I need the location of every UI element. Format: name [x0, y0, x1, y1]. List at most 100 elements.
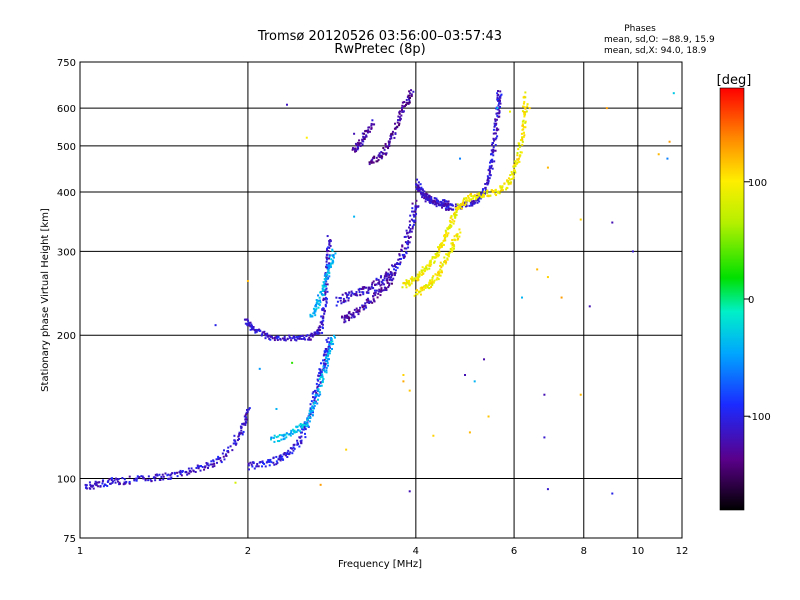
echo-point-E	[94, 480, 97, 483]
echo-point-E-upper2	[309, 416, 312, 419]
echo-point-F2x	[478, 193, 481, 196]
echo-point-F1a	[261, 331, 264, 334]
plot-frame	[79, 61, 683, 539]
echo-point-F2x-low	[451, 238, 454, 241]
echo-point-E	[226, 450, 229, 453]
echo-point-F2x	[448, 219, 451, 222]
y-axis-ticks: 75 100 200 300 400 500 600 750	[57, 58, 76, 545]
echo-point-F1b-low	[358, 309, 361, 312]
echo-point-E-upper2	[321, 380, 324, 383]
echo-point-F2-upper	[383, 148, 386, 151]
echo-point-E	[116, 478, 119, 481]
echo-point-F2x	[523, 134, 526, 137]
echo-point-F1b-low	[346, 316, 349, 319]
echo-point-F2x	[410, 282, 413, 285]
echo-point-E-upper	[278, 455, 281, 458]
echo-point-F2o	[490, 160, 493, 163]
echo-point-F1a-cusp	[325, 272, 328, 275]
echo-point-F1a	[283, 337, 286, 340]
echo-point-F2x-low	[446, 253, 449, 256]
echo-point-F2x-low	[437, 270, 440, 273]
echo-point-F1b	[358, 287, 361, 290]
echo-point-F2o	[421, 188, 424, 191]
echo-point-F1a	[319, 328, 322, 331]
echo-point-F1a	[261, 333, 264, 336]
echo-point-E	[84, 483, 87, 486]
echo-point-F2x	[517, 157, 520, 160]
echo-point-F2-upper-ret	[354, 149, 357, 152]
echo-point-F1a	[273, 337, 276, 340]
echo-point-E-upper2	[320, 384, 323, 387]
echo-point-F2o	[454, 203, 457, 206]
echo-point-F2o	[497, 99, 500, 102]
echo-point-E-upper2	[311, 405, 314, 408]
scatter-point	[246, 280, 249, 283]
phases-mean-o: mean, sd,O: −88.9, 15.9	[604, 35, 715, 45]
echo-point-E-upper	[282, 453, 285, 456]
echo-point-F2-upper	[397, 115, 400, 118]
echo-point-F1b	[365, 286, 368, 289]
scatter-point	[345, 448, 348, 451]
echo-point-F2x-low	[435, 278, 438, 281]
echo-point-E	[221, 452, 224, 455]
echo-point-F2-upper	[375, 160, 378, 163]
echo-point-F2o	[494, 138, 497, 141]
echo-point-F1a	[243, 318, 246, 321]
echo-point-E-upper2	[295, 430, 298, 433]
echo-point-E-upper	[324, 364, 327, 367]
echo-point-E	[189, 469, 192, 472]
echo-point-F1a	[325, 265, 328, 268]
echo-point-F2o-ret	[432, 201, 435, 204]
echo-point-F2o	[488, 177, 491, 180]
echo-point-E-upper	[314, 400, 317, 403]
echo-point-E-upper2	[290, 431, 293, 434]
echo-point-F2x-low	[441, 264, 444, 267]
echo-point-F2-upper-ret	[370, 124, 373, 127]
echo-point-F2o	[488, 169, 491, 172]
echo-point-F1b-low	[353, 308, 356, 311]
echo-point-F2o	[454, 205, 457, 208]
echo-point-E	[88, 481, 91, 484]
echo-point-F2-upper	[371, 158, 374, 161]
echo-point-F2-upper-ret	[368, 130, 371, 133]
echo-point-F1b	[383, 275, 386, 278]
echo-point-F2o	[493, 160, 496, 163]
echo-point-F2-upper	[409, 96, 412, 99]
echo-point-F1a-cusp	[314, 303, 317, 306]
x-tick-label: 8	[581, 546, 587, 557]
echo-point-F1a	[269, 338, 272, 341]
echo-point-E	[147, 475, 150, 478]
echo-point-E-upper	[319, 369, 322, 372]
echo-point-E	[227, 451, 230, 454]
echo-point-F1a	[267, 335, 270, 338]
echo-point-F1a-cusp	[323, 278, 326, 281]
echo-point-E-upper	[322, 359, 325, 362]
echo-point-E-upper	[296, 439, 299, 442]
echo-point-E-upper	[296, 441, 299, 444]
echo-point-E-upper	[264, 465, 267, 468]
echo-point-F2x	[443, 234, 446, 237]
echo-point-F2o	[484, 186, 487, 189]
echo-point-F2x	[519, 154, 522, 157]
echo-point-F1a-cusp	[323, 285, 326, 288]
echo-point-E-upper2	[284, 433, 287, 436]
echo-point-F2x	[415, 278, 418, 281]
echo-point-E	[168, 477, 171, 480]
echo-point-E	[160, 475, 163, 478]
echo-point-F1a	[269, 335, 272, 338]
echo-point-E-upper2	[312, 402, 315, 405]
echo-point-F2o	[497, 93, 500, 96]
echo-point-F1b	[380, 280, 383, 283]
echo-point-F2o	[498, 115, 501, 118]
echo-point-F2-upper	[398, 122, 401, 125]
echo-point-E-upper	[319, 381, 322, 384]
echo-point-E-upper	[268, 460, 271, 463]
echo-point-F2o	[472, 202, 475, 205]
echo-point-F1a-cusp	[312, 312, 315, 315]
echo-point-F1b	[378, 282, 381, 285]
echo-point-F2-upper	[393, 127, 396, 130]
echo-point-F2-upper	[402, 110, 405, 113]
echo-point-E	[170, 476, 173, 479]
echo-point-E	[240, 429, 243, 432]
echo-point-E-upper	[286, 456, 289, 459]
